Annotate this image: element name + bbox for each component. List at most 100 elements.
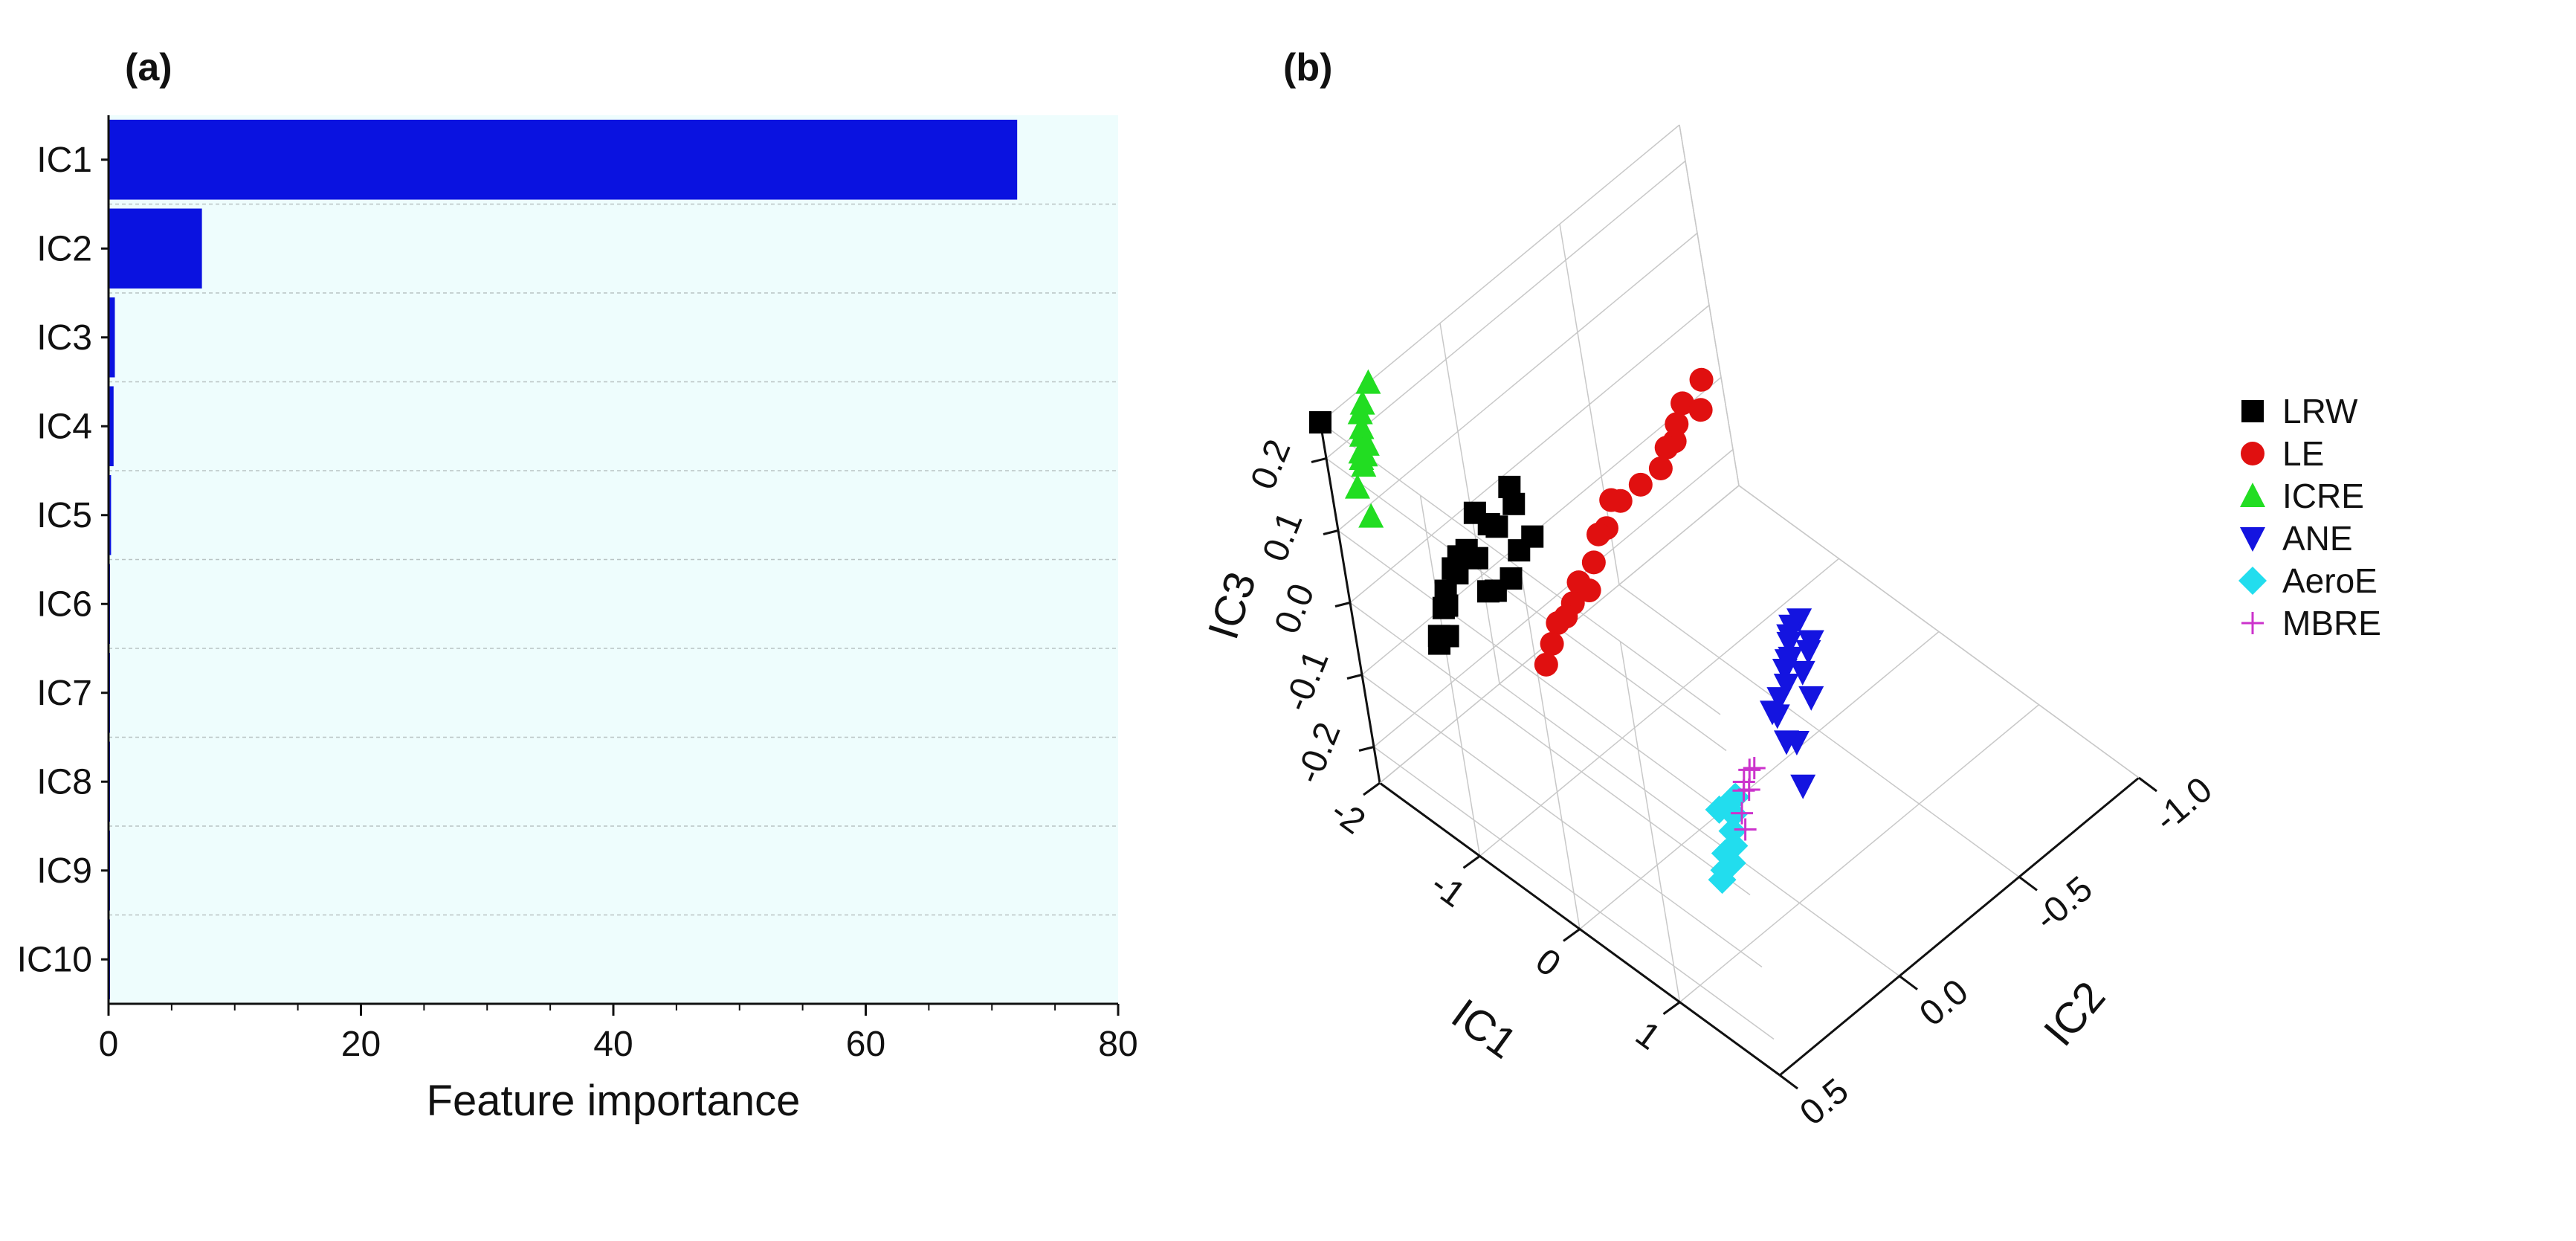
y-tick-label: IC10 xyxy=(17,940,92,979)
box-edge xyxy=(1320,124,1680,423)
box-edge xyxy=(1679,124,1740,486)
point-le xyxy=(1599,488,1624,512)
z-tick-label: -0.2 xyxy=(1289,717,1349,789)
x-tick-label: 40 xyxy=(593,1025,633,1064)
z-tick xyxy=(1311,457,1327,463)
z-tick xyxy=(1358,746,1375,752)
x-tick xyxy=(1462,855,1481,869)
legend-label: LRW xyxy=(2282,392,2358,431)
point-icre xyxy=(1355,369,1381,394)
x-tick-label: 0 xyxy=(1529,941,1568,985)
point-mbre xyxy=(1738,758,1761,781)
point-ane xyxy=(1790,774,1816,799)
y-axis-line xyxy=(1779,776,2140,1077)
y-tick-label: IC4 xyxy=(36,407,92,446)
z-tick xyxy=(1346,674,1363,680)
x-axis-title: Feature importance xyxy=(427,1077,801,1125)
point-icre xyxy=(1358,503,1384,528)
x-tick xyxy=(1563,928,1581,942)
x-tick-label: 0 xyxy=(99,1025,119,1064)
point-icre xyxy=(1347,399,1373,425)
point-le xyxy=(1540,631,1564,656)
y-tick xyxy=(2018,876,2038,892)
z-tick-label: 0.0 xyxy=(1268,578,1323,639)
grid-line xyxy=(1499,683,1900,977)
z-tick xyxy=(1334,602,1351,607)
point-lrw xyxy=(1436,625,1459,648)
y-tick-label: IC9 xyxy=(36,851,92,891)
panel-a-label: (a) xyxy=(125,46,172,89)
y-tick-label: IC2 xyxy=(36,229,92,268)
point-aeroe xyxy=(1719,832,1748,861)
legend-label: ICRE xyxy=(2282,477,2364,515)
point-le xyxy=(1581,550,1606,575)
z-tick-label: 0.1 xyxy=(1256,506,1311,567)
legend-marker-ane xyxy=(2240,527,2265,552)
legend-label: AeroE xyxy=(2282,561,2378,600)
y-tick-label: IC1 xyxy=(36,141,92,180)
x-tick-label: 60 xyxy=(846,1025,885,1064)
point-le xyxy=(1688,398,1713,422)
point-le xyxy=(1546,610,1570,635)
point-ane xyxy=(1774,730,1799,755)
z-tick-label: -0.1 xyxy=(1277,645,1337,717)
y-tick-label: IC7 xyxy=(36,674,92,713)
point-ane xyxy=(1764,704,1790,729)
x-tick-label: 80 xyxy=(1098,1025,1137,1064)
x-tick-label: 20 xyxy=(341,1025,381,1064)
y-tick-label: 0.0 xyxy=(1912,972,1975,1034)
grid-line xyxy=(1326,160,1686,460)
panel-b-3d-scatter: (b) -2 -1 0 1 -1.0 -0.5 0.0 0.5 -0.2-0.1 0.0 0.1 0.… xyxy=(1199,46,2381,1133)
legend-marker-icre xyxy=(2240,483,2265,507)
point-icre xyxy=(1354,431,1380,456)
point-ane xyxy=(1789,660,1815,686)
point-lrw xyxy=(1477,513,1500,536)
z-axis-title: IC3 xyxy=(1199,567,1266,645)
grid-line xyxy=(1361,674,1763,968)
y-tick xyxy=(2138,776,2157,793)
point-ane xyxy=(1766,687,1792,712)
y-tick-label: IC5 xyxy=(36,496,92,535)
z-tick-label: 0.2 xyxy=(1244,434,1299,495)
grid-line xyxy=(1373,746,1775,1040)
point-lrw xyxy=(1442,557,1465,580)
grid-line xyxy=(1373,448,1734,748)
x-tick-label: -2 xyxy=(1323,791,1372,842)
point-mbre xyxy=(1732,770,1755,793)
legend-marker-mbre xyxy=(2241,612,2264,634)
bar-ic2 xyxy=(109,208,202,289)
point-le xyxy=(1689,367,1714,392)
point-lrw xyxy=(1508,539,1531,562)
point-le xyxy=(1534,652,1558,677)
point-le xyxy=(1670,391,1695,416)
y-tick-label: IC6 xyxy=(36,584,92,624)
legend-label: LE xyxy=(2282,434,2324,473)
panel-a-bar-chart: (a) IC1 IC2 IC3 IC4 IC5 IC6 IC7 IC8 IC9 IC10 0 20 4… xyxy=(17,46,1138,1125)
bar-ic3 xyxy=(109,297,115,378)
point-aeroe xyxy=(1705,795,1734,824)
point-mbre xyxy=(1743,757,1766,780)
legend-marker-le xyxy=(2241,442,2265,465)
legend-marker-lrw xyxy=(2241,400,2264,422)
point-lrw xyxy=(1432,596,1455,619)
grid-line xyxy=(1479,558,1839,857)
y-tick xyxy=(1899,975,1918,990)
panel-b-label: (b) xyxy=(1283,46,1332,89)
legend-label: MBRE xyxy=(2282,604,2381,642)
point-ane xyxy=(1798,630,1824,655)
point-lrw xyxy=(1476,580,1500,603)
y-tick-label: IC8 xyxy=(36,762,92,802)
point-mbre xyxy=(1734,818,1757,841)
point-ane xyxy=(1772,658,1798,683)
grid-line xyxy=(1349,602,1751,896)
y-tick-label: 0.5 xyxy=(1792,1071,1856,1132)
point-ane xyxy=(1798,686,1824,711)
grid-line xyxy=(1326,457,1727,752)
y-tick-label: -0.5 xyxy=(2027,869,2099,939)
y-axis-title: IC2 xyxy=(2035,973,2115,1055)
point-le xyxy=(1654,436,1679,460)
z-tick xyxy=(1323,529,1339,535)
point-lrw xyxy=(1502,492,1526,515)
point-ane xyxy=(1776,631,1802,657)
